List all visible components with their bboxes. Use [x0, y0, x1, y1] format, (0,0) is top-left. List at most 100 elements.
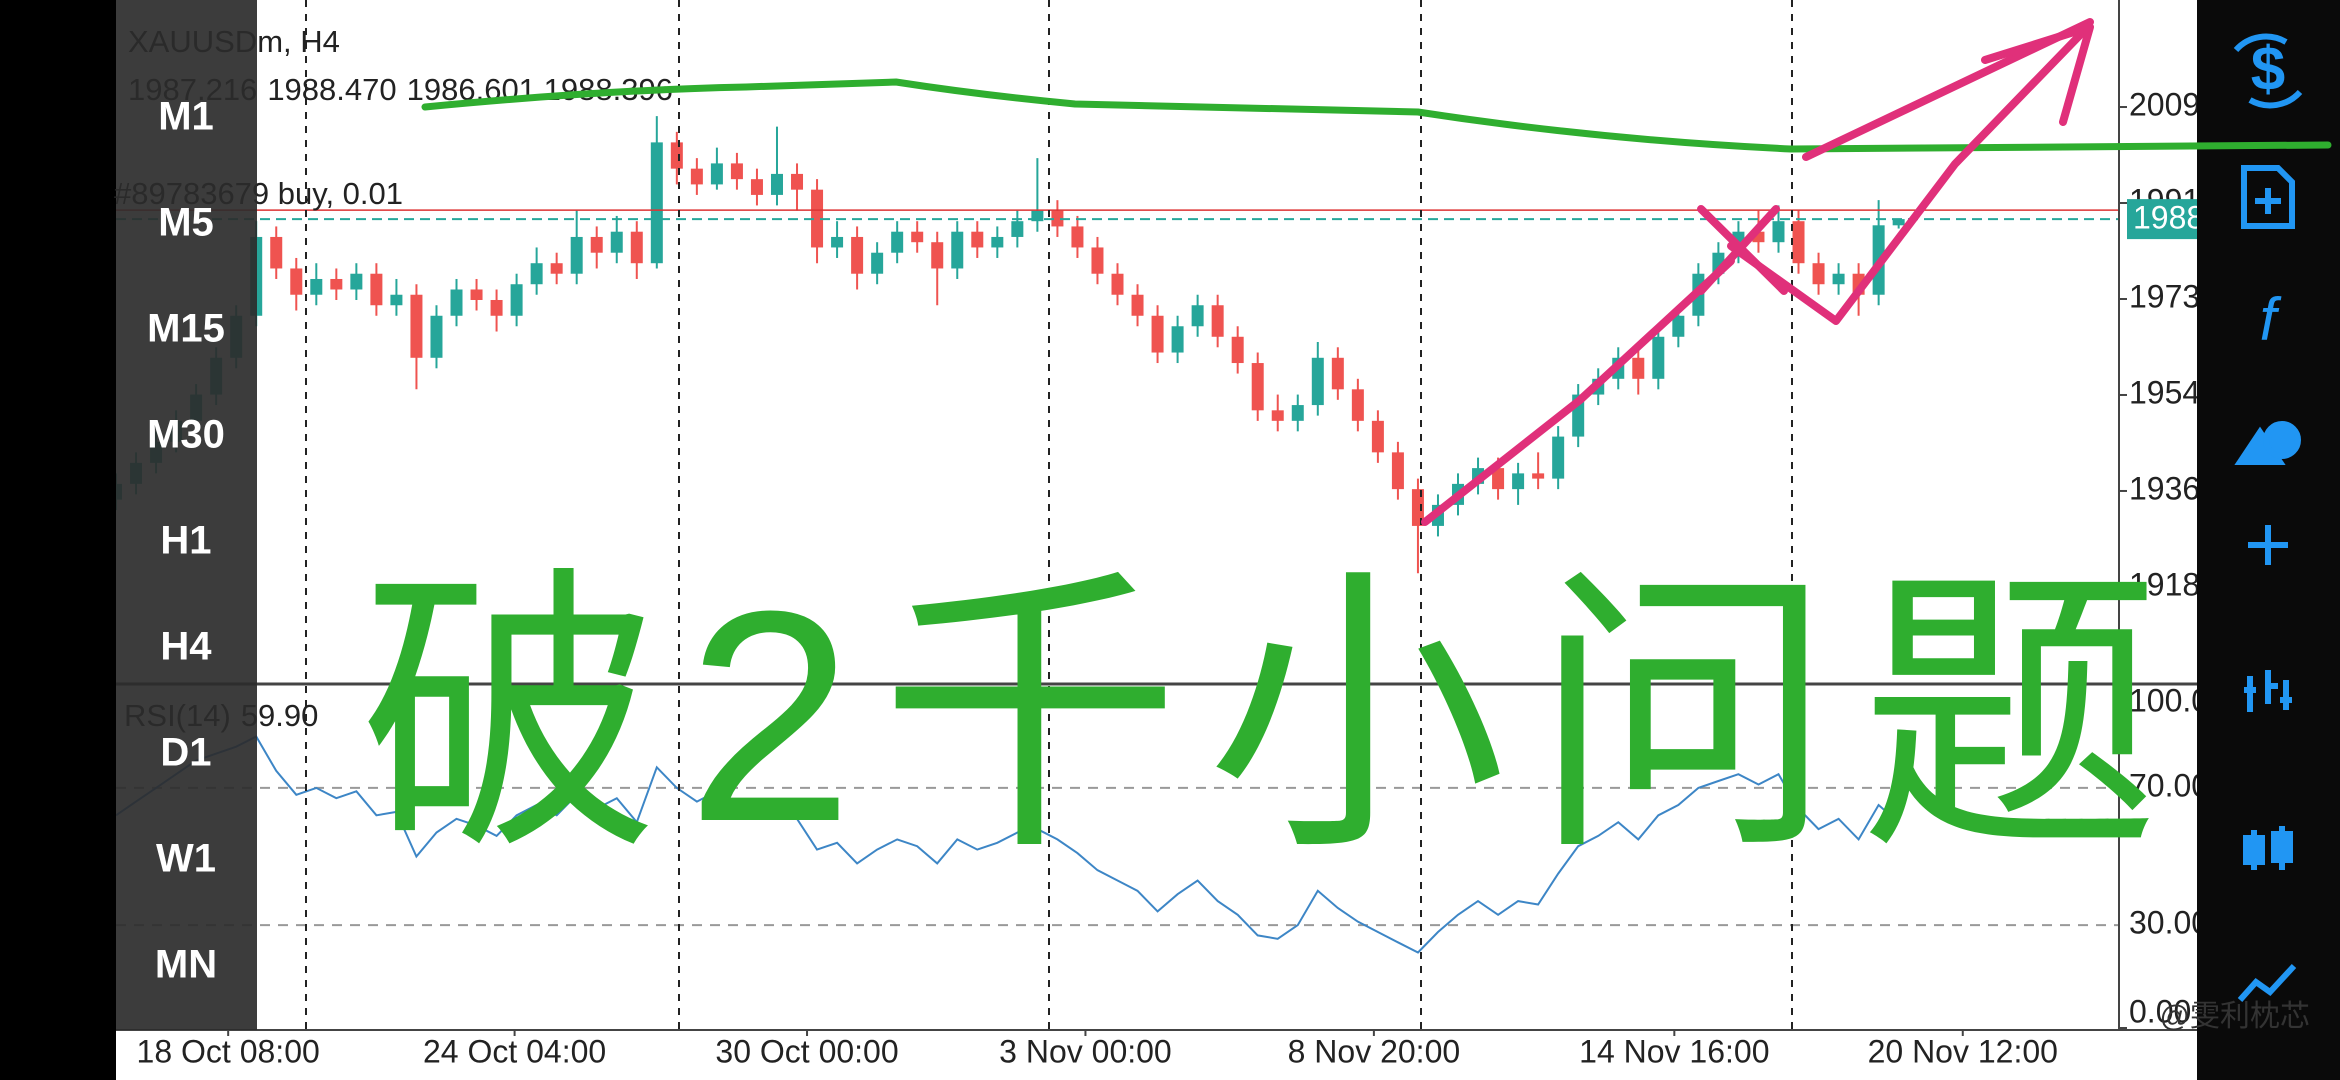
candle-body	[871, 252, 884, 274]
indicators-icon[interactable]: f	[2260, 286, 2282, 353]
candle-body	[670, 142, 683, 169]
x-tick-label: 8 Nov 20:00	[1288, 1033, 1461, 1069]
period-separators	[305, 0, 1793, 1030]
candle-body	[1011, 221, 1024, 237]
candle-body	[1391, 452, 1404, 490]
candle-body	[1772, 221, 1785, 243]
candle-body	[730, 163, 743, 180]
candle-body	[931, 242, 944, 269]
candle-body	[971, 231, 984, 248]
timeframe-button[interactable]: H4	[160, 625, 212, 669]
candle-body	[610, 231, 623, 253]
candle-body	[1131, 294, 1144, 316]
candle-body	[1812, 263, 1825, 285]
rsi-line	[116, 735, 1900, 954]
candle-body	[1331, 357, 1344, 390]
x-tick-label: 30 Oct 00:00	[715, 1033, 898, 1069]
candle-body	[1792, 221, 1805, 264]
timeframe-panel	[116, 0, 257, 1030]
x-tick-label: 24 Oct 04:00	[423, 1033, 606, 1069]
candle-body	[570, 236, 583, 274]
watermark: @雯利枕芯	[2160, 1000, 2310, 1033]
candle-body	[1191, 305, 1204, 327]
chart-bg	[116, 0, 2197, 1080]
candle-body	[791, 173, 804, 190]
x-tick-label: 18 Oct 08:00	[137, 1033, 320, 1069]
timeframe-button[interactable]: M5	[158, 201, 214, 245]
candle-body	[330, 278, 343, 290]
hand-arrows	[1421, 18, 2094, 526]
candles-icon[interactable]	[2243, 835, 2265, 865]
candle-body	[1652, 336, 1665, 379]
candle-body	[1051, 210, 1064, 227]
trade-icon[interactable]: $	[2251, 35, 2285, 104]
candle-body	[951, 231, 964, 269]
candle-body	[1151, 315, 1164, 353]
candle-body	[1231, 336, 1244, 364]
new-order-icon[interactable]	[2241, 165, 2295, 229]
candle-body	[811, 189, 824, 248]
candle-body	[1031, 210, 1044, 222]
x-tick-label: 3 Nov 00:00	[999, 1033, 1172, 1069]
candle-body	[831, 236, 844, 248]
candle-body	[1552, 436, 1565, 479]
candle-body	[750, 179, 763, 195]
candle-body	[1672, 315, 1685, 337]
trade-arrows	[2233, 33, 2303, 109]
y-tick-label: 30.00	[2129, 905, 2209, 941]
candle-body	[550, 263, 563, 274]
candle-body	[911, 231, 924, 243]
candle-body	[1091, 247, 1104, 274]
candle-body	[370, 273, 383, 306]
candle-body	[1532, 473, 1545, 479]
candle-body	[1351, 389, 1364, 421]
candle-body	[590, 236, 603, 253]
candle-body	[1632, 357, 1645, 379]
candle-body	[1411, 489, 1424, 526]
candle-body	[1271, 410, 1284, 421]
timeframe-button[interactable]: MN	[155, 943, 217, 987]
candle-body	[310, 278, 323, 295]
candle-body	[470, 289, 483, 300]
candle-body	[1752, 231, 1765, 243]
candle-body	[690, 168, 703, 185]
candle-body	[650, 142, 663, 264]
candle-body	[1832, 273, 1845, 285]
candle-body	[1251, 363, 1264, 411]
candle-body	[1071, 226, 1084, 248]
timeframe-button[interactable]: H1	[160, 519, 211, 563]
candles-icon-2	[2271, 831, 2293, 863]
candle-body	[1311, 357, 1324, 406]
x-tick-label: 20 Nov 12:00	[1868, 1033, 2058, 1069]
hand-line	[421, 78, 2332, 153]
candle-body	[1492, 468, 1505, 490]
candle-body	[450, 289, 463, 316]
candle-body	[1291, 405, 1304, 421]
candle-body	[1892, 219, 1905, 226]
timeframe-button[interactable]: M15	[147, 307, 225, 351]
candle-body	[991, 236, 1004, 248]
candle-body	[1371, 420, 1384, 453]
candle-body	[270, 236, 283, 269]
candle-body	[630, 231, 643, 264]
ohlc-value: 1988.470	[267, 72, 396, 107]
crosshair-icon[interactable]	[2248, 525, 2288, 565]
timeframe-button[interactable]: M30	[147, 413, 225, 457]
objects-circle	[2263, 421, 2301, 459]
candle-body	[410, 294, 423, 358]
candle-body	[530, 263, 543, 285]
timeframe-button[interactable]: M1	[158, 95, 214, 139]
y-tick-label: 0.00	[2129, 993, 2191, 1029]
candle-body	[1211, 305, 1224, 337]
line-icon[interactable]	[2237, 963, 2297, 1002]
candle-body	[1111, 273, 1124, 295]
toolbar-icons[interactable]: $ f	[2233, 33, 2303, 1002]
candle-body	[510, 284, 523, 316]
timeframe-button[interactable]: D1	[160, 731, 211, 775]
candle-body	[1171, 326, 1184, 353]
timeframe-button[interactable]: W1	[156, 837, 216, 881]
candle-body	[350, 273, 363, 290]
candle-body	[290, 268, 303, 295]
bars-icon[interactable]	[2244, 670, 2292, 712]
